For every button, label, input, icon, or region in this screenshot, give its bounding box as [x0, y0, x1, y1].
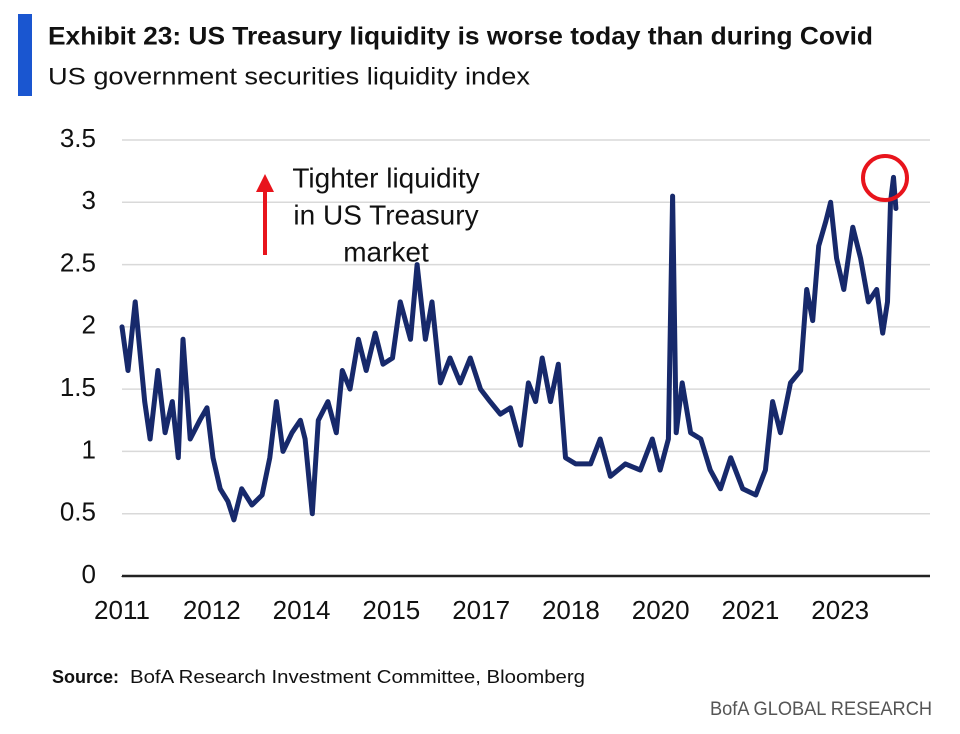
- annotation: Tighter liquidity in US Treasury market: [256, 162, 480, 267]
- title-accent: [18, 14, 32, 96]
- annotation-arrowhead: [256, 174, 274, 192]
- x-tick-label: 2018: [542, 595, 600, 625]
- x-tick-label: 2023: [811, 595, 869, 625]
- y-tick-label: 2: [82, 310, 96, 340]
- footer: BofA GLOBAL RESEARCH: [710, 699, 932, 720]
- y-tick-label: 0: [82, 559, 96, 589]
- x-tick-label: 2015: [362, 595, 420, 625]
- data-line: [119, 174, 899, 523]
- x-tick-label: 2011: [94, 595, 150, 625]
- x-tick-label: 2017: [452, 595, 510, 625]
- x-tick-label: 2014: [273, 595, 331, 625]
- y-tick-label: 3.5: [60, 123, 96, 153]
- x-tick-label: 2020: [632, 595, 690, 625]
- y-tick-label: 1.5: [60, 372, 96, 402]
- y-tick-label: 1: [82, 434, 96, 464]
- y-tick-label: 2.5: [60, 247, 96, 277]
- y-tick-label: 0.5: [60, 497, 96, 527]
- annotation-text: Tighter liquidity: [292, 162, 479, 193]
- grid: [122, 139, 930, 578]
- y-tick-label: 3: [82, 185, 96, 215]
- chart-subtitle: US government securities liquidity index: [48, 63, 530, 90]
- source-label: Source:: [52, 667, 119, 687]
- x-tick-label: 2021: [722, 595, 780, 625]
- chart-title: Exhibit 23: US Treasury liquidity is wor…: [48, 23, 873, 51]
- highlight-circle: [861, 154, 909, 202]
- source: BofA Research Investment Committee, Bloo…: [130, 667, 585, 687]
- annotation-text: market: [343, 236, 429, 267]
- annotation-text: in US Treasury: [293, 199, 478, 230]
- x-tick-label: 2012: [183, 595, 241, 625]
